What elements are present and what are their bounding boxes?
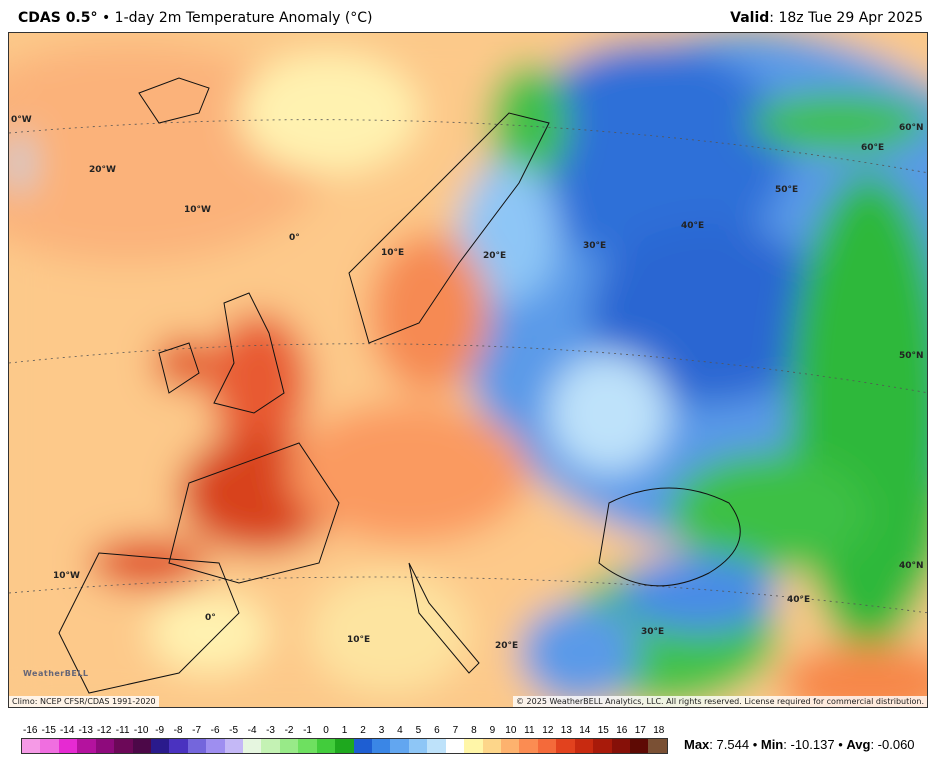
colorbar-swatch [556,739,575,753]
colorbar-swatch [95,739,115,753]
colorbar-tick-label: 11 [524,725,535,736]
colorbar-tick-label: -15 [41,725,56,736]
colorbar-tick-label: -4 [247,725,257,736]
colorbar-tick-label: -3 [266,725,275,736]
grid-label: 30°E [641,627,665,637]
colorbar-swatch [482,739,501,753]
grid-label: 0°W [11,115,32,125]
grid-label: 60°E [861,143,885,153]
grid-label: 10°E [347,635,371,645]
colorbar-swatch [611,739,630,753]
colorbar-swatch [648,739,667,753]
colorbar-tick-label: -10 [133,725,149,736]
colorbar-tick-label: -16 [23,725,38,736]
colorbar-tick-label: 9 [489,725,496,736]
colorbar-swatch [243,739,262,753]
colorbar-swatch [390,739,409,753]
colorbar-tick-label: 4 [397,725,403,736]
colorbar-tick-label: -1 [303,725,312,736]
colorbar-swatch [224,739,244,753]
valid-time: Valid: 18z Tue 29 Apr 2025 [730,10,923,26]
grid-label: 10°E [381,248,405,258]
colorbar-swatch [372,739,391,753]
colorbar-tick-label: 17 [634,725,646,736]
colorbar-tick-label: 16 [616,725,628,736]
colorbar-swatch [408,739,428,753]
colorbar-swatch [519,739,538,753]
grid-label: 20°E [483,251,507,261]
grid-label: 50°E [775,185,799,195]
colorbar-labels: -16 -15 -14 -13 -12 -11 -10 -9 -8 -7 -6 -5 -4 -3 -2 -1 0… [21,725,668,739]
colorbar-tick-label: 1 [341,725,348,736]
colorbar-tick-label: -11 [115,725,130,736]
field-stats: Max: 7.544 • Min: -10.137 • Avg: -0.060 [684,737,915,752]
grid-label: 10°W [184,205,211,215]
colorbar-swatch [335,739,354,753]
colorbar-tick-label: -6 [210,725,220,736]
colorbar-tick-label: -13 [78,725,93,736]
climo-note: Climo: NCEP CFSR/CDAS 1991-2020 [9,696,159,707]
colorbar-tick-label: 5 [415,725,422,736]
colorbar-swatch [464,739,483,753]
colorbar-swatch [261,739,280,753]
colorbar-tick-label: 14 [579,725,591,736]
colorbar-swatch [298,739,317,753]
colorbar-swatch [150,739,170,753]
grid-label: 20°E [495,641,519,651]
colorbar-tick-label: 8 [471,725,477,736]
colorbar-swatch [427,739,446,753]
colorbar-tick-label: 6 [434,725,440,736]
colorbar-tick-label: 15 [597,725,609,736]
weatherbell-logo: WeatherBELL [23,669,89,678]
anomaly-field [9,33,927,707]
colorbar-tick-label: -7 [192,725,202,736]
temperature-anomaly-map: 0°W 20°W 10°W 0° 10°E 20°E 30°E 40°E 50°… [8,32,928,708]
colorbar-tick-label: 18 [653,725,665,736]
colorbar-swatch [629,739,649,753]
colorbar-tick-label: -2 [284,725,294,736]
colorbar-tick-label: 13 [560,725,572,736]
colorbar-tick-label: -14 [59,725,75,736]
colorbar-swatch [445,739,465,753]
colorbar-tick-label: 3 [378,725,385,736]
grid-label: 40°E [787,595,811,605]
grid-label: 40°E [681,221,705,231]
colorbar-swatch [22,739,41,753]
colorbar-tick-label: -9 [155,725,165,736]
colorbar-swatch [279,739,299,753]
grid-label: 20°W [89,165,116,175]
colorbar [21,738,668,754]
grid-label: 60°N [899,123,924,133]
grid-label: 0° [289,233,300,243]
colorbar-swatch [187,739,207,753]
colorbar-swatch [77,739,96,753]
colorbar-tick-label: 0 [323,725,329,736]
copyright: © 2025 WeatherBELL Analytics, LLC. All r… [513,696,927,707]
colorbar-swatch [114,739,133,753]
colorbar-swatch [169,739,188,753]
colorbar-swatch [500,739,520,753]
grid-label: 50°N [899,351,924,361]
colorbar-swatch [58,739,78,753]
colorbar-swatch [353,739,373,753]
grid-label: 0° [205,613,216,623]
grid-label: 40°N [899,561,924,571]
colorbar-swatch [593,739,612,753]
colorbar-tick-label: 12 [542,725,554,736]
colorbar-swatch [206,739,225,753]
colorbar-swatch [132,739,151,753]
colorbar-tick-label: -5 [229,725,239,736]
colorbar-tick-label: -12 [96,725,112,736]
map-title: CDAS 0.5° • 1-day 2m Temperature Anomaly… [18,10,373,26]
grid-label: 30°E [583,241,607,251]
colorbar-tick-label: 10 [505,725,517,736]
colorbar-swatch [537,739,557,753]
colorbar-swatch [40,739,59,753]
colorbar-tick-label: -8 [173,725,183,736]
colorbar-swatch [316,739,336,753]
colorbar-swatch [574,739,594,753]
grid-label: 10°W [53,571,80,581]
colorbar-tick-label: 2 [360,725,366,736]
colorbar-tick-label: 7 [452,725,459,736]
